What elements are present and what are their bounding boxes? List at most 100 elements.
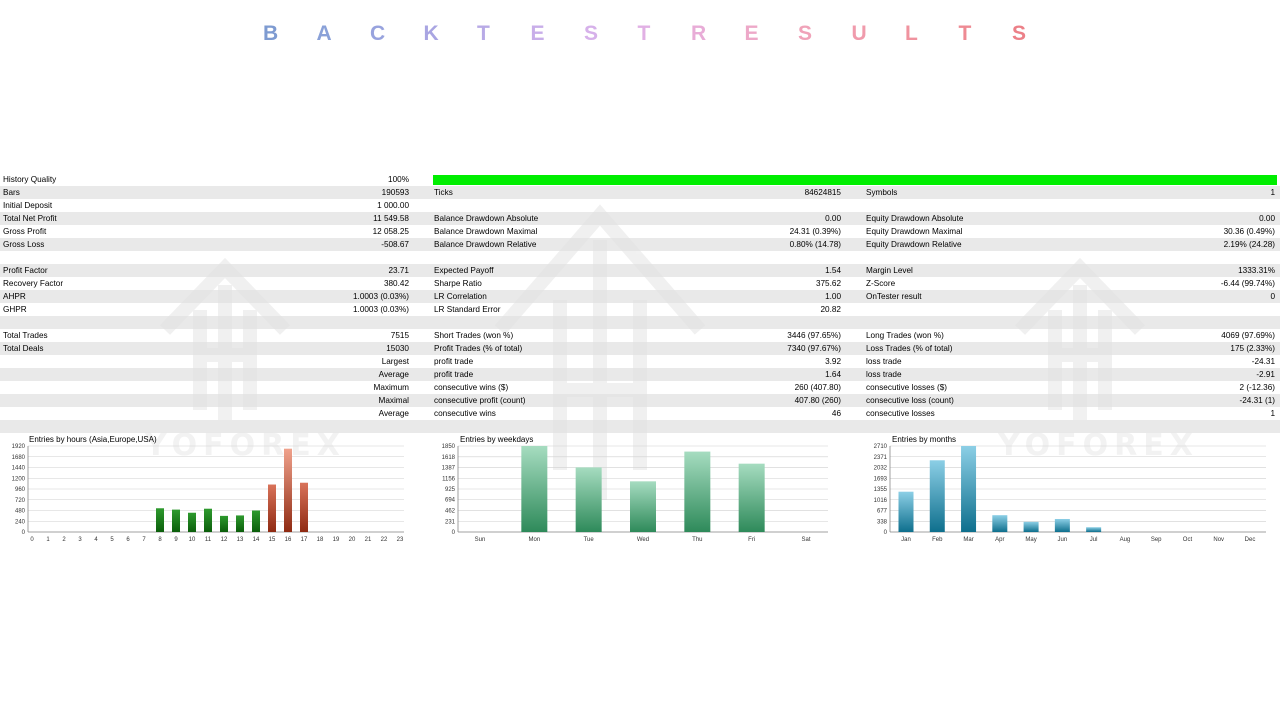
chart-x-tick: 16 xyxy=(285,537,292,543)
row-label-2: Short Trades (won %) xyxy=(434,331,514,340)
title-letter: S xyxy=(1012,22,1027,45)
row-sublabel: Maximal xyxy=(378,396,409,405)
chart-y-tick: 1355 xyxy=(874,487,888,493)
title-letter: E xyxy=(744,22,759,45)
row-value-3: 1 xyxy=(1270,188,1275,197)
chart-y-tick: 1920 xyxy=(12,444,26,450)
row-label-3: OnTester result xyxy=(866,292,922,301)
report-row xyxy=(0,251,1280,264)
row-label-2: LR Standard Error xyxy=(434,305,501,314)
report-row: Average consecutive wins 46 consecutive los… xyxy=(0,407,1280,420)
chart-y-tick: 1618 xyxy=(442,455,456,461)
report-row: Bars 190593 Ticks 84624815 Symbols 1 xyxy=(0,186,1280,199)
chart-y-tick: 0 xyxy=(884,530,888,536)
chart-x-tick: 7 xyxy=(142,537,146,543)
row-value-3: -24.31 xyxy=(1251,357,1275,366)
chart-x-tick: Aug xyxy=(1120,537,1131,543)
row-value-3: 1333.31% xyxy=(1238,266,1275,275)
title-letter: S xyxy=(584,22,599,45)
chart-bar xyxy=(252,510,260,532)
row-label-3: Equity Drawdown Maximal xyxy=(866,227,963,236)
report-row: Largest profit trade 3.92 loss trade -24.31 xyxy=(0,355,1280,368)
row-value-3: 0.00 xyxy=(1259,214,1275,223)
row-label-1: Recovery Factor xyxy=(3,279,64,288)
chart-bar xyxy=(220,515,228,532)
row-label-3: loss trade xyxy=(866,357,902,366)
chart-y-tick: 0 xyxy=(22,530,26,536)
chart-bar xyxy=(188,512,196,532)
chart-x-tick: Wed xyxy=(637,537,649,543)
row-label-2: consecutive wins ($) xyxy=(434,383,509,392)
chart-x-tick: 3 xyxy=(78,537,82,543)
title-letter: L xyxy=(905,22,918,45)
row-label-3: consecutive loss (count) xyxy=(866,396,954,405)
row-value-1: 12 058.25 xyxy=(372,227,409,236)
chart-bar xyxy=(684,451,711,532)
title-letter: T xyxy=(477,22,490,45)
chart-x-tick: 4 xyxy=(94,537,98,543)
chart-y-tick: 1156 xyxy=(442,476,456,482)
chart-x-tick: Mar xyxy=(963,537,973,543)
chart-svg: Entries by months 0 338 677 1016 1355 1693 2032… xyxy=(874,435,1266,543)
row-value-2: 7340 (97.67%) xyxy=(787,344,841,353)
row-value-2: 375.62 xyxy=(815,279,841,288)
row-label-3: Margin Level xyxy=(866,266,913,275)
chart-y-tick: 1440 xyxy=(12,466,26,472)
row-label-1: Total Deals xyxy=(3,344,44,353)
title-letter: S xyxy=(798,22,813,45)
title-letter: A xyxy=(316,22,332,45)
chart-x-tick: Apr xyxy=(995,537,1004,543)
chart-x-tick: Mon xyxy=(528,537,540,543)
row-label-3: Equity Drawdown Absolute xyxy=(866,214,964,223)
row-sublabel: Average xyxy=(378,370,409,379)
chart-bar xyxy=(521,446,548,532)
chart-y-tick: 240 xyxy=(15,519,26,525)
chart-x-tick: 0 xyxy=(30,537,34,543)
chart-bar xyxy=(156,508,164,532)
row-value-1: 7515 xyxy=(390,331,409,340)
watermark-text-right: YOFOREX xyxy=(998,428,1199,463)
backtest-report-table: History Quality 100% Bars 190593 Ticks 8462… xyxy=(0,173,1280,433)
row-value-1: 11 549.58 xyxy=(373,214,409,223)
report-row xyxy=(0,420,1280,433)
chart-y-tick: 1693 xyxy=(874,476,888,482)
row-value-2: 3.92 xyxy=(825,357,841,366)
chart-y-tick: 925 xyxy=(445,487,456,493)
chart-x-tick: 2 xyxy=(62,537,66,543)
chart-x-tick: 14 xyxy=(253,537,260,543)
chart-y-tick: 462 xyxy=(445,509,456,515)
title-letter: C xyxy=(370,22,386,45)
chart-bar xyxy=(738,463,765,532)
title-letter: T xyxy=(637,22,651,45)
chart-y-tick: 2710 xyxy=(874,444,888,450)
chart-y-tick: 694 xyxy=(445,498,456,504)
report-row: Total Deals 15030 Profit Trades (% of tota… xyxy=(0,342,1280,355)
chart-bar xyxy=(236,515,244,532)
report-row: Gross Loss -508.67 Balance Drawdown Relati… xyxy=(0,238,1280,251)
chart-bar xyxy=(992,515,1008,532)
chart-x-tick: 12 xyxy=(221,537,228,543)
chart-y-tick: 0 xyxy=(452,530,456,536)
history-quality-value: 100% xyxy=(388,175,409,184)
row-label-2: Sharpe Ratio xyxy=(434,279,482,288)
chart-y-tick: 677 xyxy=(877,509,888,515)
row-value-2: 407.80 (260) xyxy=(794,396,841,405)
row-value-3: 2.19% (24.28) xyxy=(1223,240,1275,249)
row-label-2: Balance Drawdown Absolute xyxy=(434,214,539,223)
chart-y-tick: 720 xyxy=(15,498,26,504)
report-row: AHPR 1.0003 (0.03%) LR Correlation 1.00 OnTe… xyxy=(0,290,1280,303)
title-letter: E xyxy=(530,22,545,45)
chart-x-tick: 19 xyxy=(333,537,340,543)
chart-x-tick: 22 xyxy=(381,537,388,543)
chart-x-tick: Sun xyxy=(475,537,486,543)
row-label-2: Profit Trades (% of total) xyxy=(434,344,523,353)
entries-by-hours-chart: Entries by hours (Asia,Europe,USA) 0 240 48… xyxy=(0,432,410,555)
chart-x-tick: 11 xyxy=(205,537,212,543)
chart-x-tick: Feb xyxy=(932,537,943,543)
row-value-3: 2 (-12.36) xyxy=(1239,383,1276,392)
report-row xyxy=(0,316,1280,329)
row-value-1: 380.42 xyxy=(383,279,409,288)
row-label-1: Total Net Profit xyxy=(3,214,57,223)
row-sublabel: Maximum xyxy=(373,383,409,392)
chart-bar xyxy=(284,448,292,532)
